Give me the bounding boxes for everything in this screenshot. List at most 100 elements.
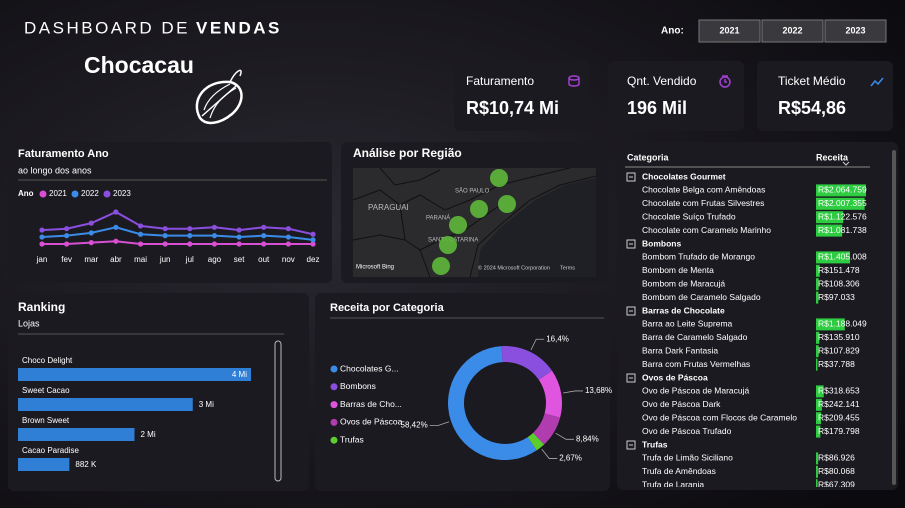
point [187, 226, 193, 232]
point [88, 240, 94, 246]
chart-subtitle: Lojas [18, 318, 40, 328]
chart-title: Faturamento Ano [18, 148, 109, 160]
x-tick-label: set [234, 255, 245, 264]
legend-marker [39, 190, 47, 198]
point [162, 226, 168, 232]
expand-icon[interactable] [626, 306, 636, 316]
kpi-icon [568, 75, 731, 88]
value-label: 8,84% [576, 434, 599, 443]
scrollbar[interactable] [892, 150, 896, 485]
x-tick-label: jul [185, 255, 194, 264]
data-bar [816, 291, 819, 304]
row-value: R$1.122.576 [818, 211, 867, 221]
leader-line [429, 421, 450, 427]
expand-icon[interactable] [626, 440, 636, 450]
row-label: Barra com Frutas Vermelhas [642, 359, 750, 369]
row-value: R$1.081.738 [818, 225, 867, 235]
point [261, 241, 267, 247]
category-label: Choco Delight [22, 356, 73, 365]
group-label: Ovos de Páscoa [642, 372, 708, 382]
point [285, 226, 291, 232]
row-value: R$2.007.355 [818, 198, 867, 208]
legend-label: Barras de Cho... [340, 399, 402, 409]
data-bar [816, 264, 820, 277]
legend-label: Chocolates G... [340, 363, 399, 373]
point [310, 237, 316, 243]
table-header: Receita [816, 152, 849, 162]
map-place: SÃO PAULO [455, 188, 490, 195]
point [211, 233, 218, 239]
legend-marker [330, 436, 338, 444]
x-tick-label: nov [282, 255, 295, 264]
row-label: Barra ao Leite Suprema [642, 319, 733, 329]
row-value: R$107.829 [818, 345, 860, 355]
row-value: R$1.405.008 [818, 252, 867, 262]
expand-icon[interactable] [626, 239, 636, 249]
line-panel [8, 142, 332, 283]
point [162, 233, 168, 239]
year-button[interactable] [824, 19, 887, 43]
map-borders [352, 167, 597, 278]
data-bar [816, 318, 845, 331]
value-label: 16,4% [546, 334, 569, 343]
kpi-value: 196 Mil [627, 98, 687, 118]
point [137, 223, 144, 229]
kpi-card [454, 61, 590, 131]
point [88, 220, 94, 226]
series-line [42, 240, 313, 245]
scrollbar[interactable] [274, 340, 282, 482]
x-tick-label: mar [84, 255, 98, 264]
row-label: Chocolate Suíço Trufado [642, 211, 736, 221]
legend-label: Trufas [340, 434, 364, 444]
row-label: Trufa de Laranja [642, 479, 704, 489]
x-tick-label: dez [307, 255, 320, 264]
ranking-panel [8, 293, 309, 491]
point [211, 241, 218, 247]
x-tick-label: mai [134, 255, 147, 264]
map-place: PARAGUAI [368, 203, 409, 212]
year-button-label[interactable]: 2022 [782, 25, 802, 35]
point [137, 231, 144, 237]
title-bold: VENDAS [196, 18, 282, 37]
point [64, 241, 70, 247]
legend-title: Ano [18, 189, 34, 198]
year-button[interactable] [761, 19, 824, 43]
legend-label: 2021 [49, 189, 67, 198]
point [236, 241, 242, 247]
row-label: Bombom de Caramelo Salgado [642, 292, 761, 302]
legend-marker [330, 383, 338, 391]
bar [18, 458, 70, 471]
value-label: 3 Mi [199, 400, 214, 409]
point [310, 241, 316, 247]
row-value: R$242.141 [818, 399, 860, 409]
data-bar [816, 412, 822, 425]
data-bar [816, 278, 819, 291]
leader-line [541, 448, 558, 459]
expand-icon[interactable] [626, 172, 636, 182]
point [187, 241, 193, 247]
sort-arrow [842, 161, 850, 166]
data-bar [816, 465, 818, 478]
row-value: R$2.064.759 [818, 185, 867, 195]
x-tick-label: jan [36, 255, 48, 264]
point [113, 238, 119, 244]
group-label: Barras de Chocolate [642, 305, 725, 315]
x-tick-label: abr [110, 255, 122, 264]
logo-icon [195, 69, 243, 125]
data-bar [816, 224, 843, 237]
point [211, 224, 218, 230]
point [137, 241, 144, 247]
year-button-label[interactable]: 2023 [845, 25, 865, 35]
year-button-label[interactable]: 2021 [719, 25, 739, 35]
row-label: Barra de Caramelo Salgado [642, 332, 748, 342]
year-button[interactable] [698, 19, 761, 43]
legend-marker [330, 401, 338, 409]
expand-icon[interactable] [626, 373, 636, 383]
row-value: R$67.309 [818, 479, 855, 489]
row-value: R$80.068 [818, 466, 855, 476]
map-credit: Terms [560, 265, 575, 271]
point [39, 227, 45, 233]
bar [18, 368, 251, 381]
kpi-label: Faturamento [466, 74, 534, 88]
kpi-card [757, 61, 893, 131]
